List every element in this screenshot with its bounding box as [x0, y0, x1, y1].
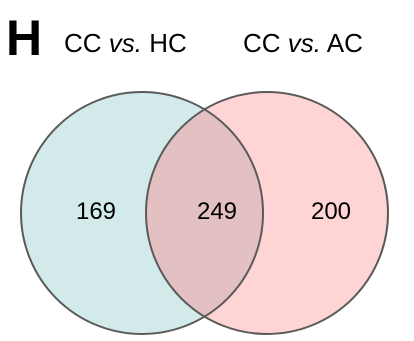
overlap-region	[146, 92, 263, 334]
count-left-only: 169	[75, 198, 117, 225]
set-outline-cc-vs-hc	[20, 91, 264, 335]
set-label-cc-vs-ac: CC vs. AC	[243, 28, 363, 58]
panel-letter: H	[6, 10, 43, 66]
set-outline-cc-vs-ac	[145, 91, 389, 335]
count-overlap: 249	[196, 198, 238, 225]
set-label-cc-vs-hc: CC vs. HC	[64, 28, 187, 58]
count-right-only: 200	[310, 198, 352, 225]
